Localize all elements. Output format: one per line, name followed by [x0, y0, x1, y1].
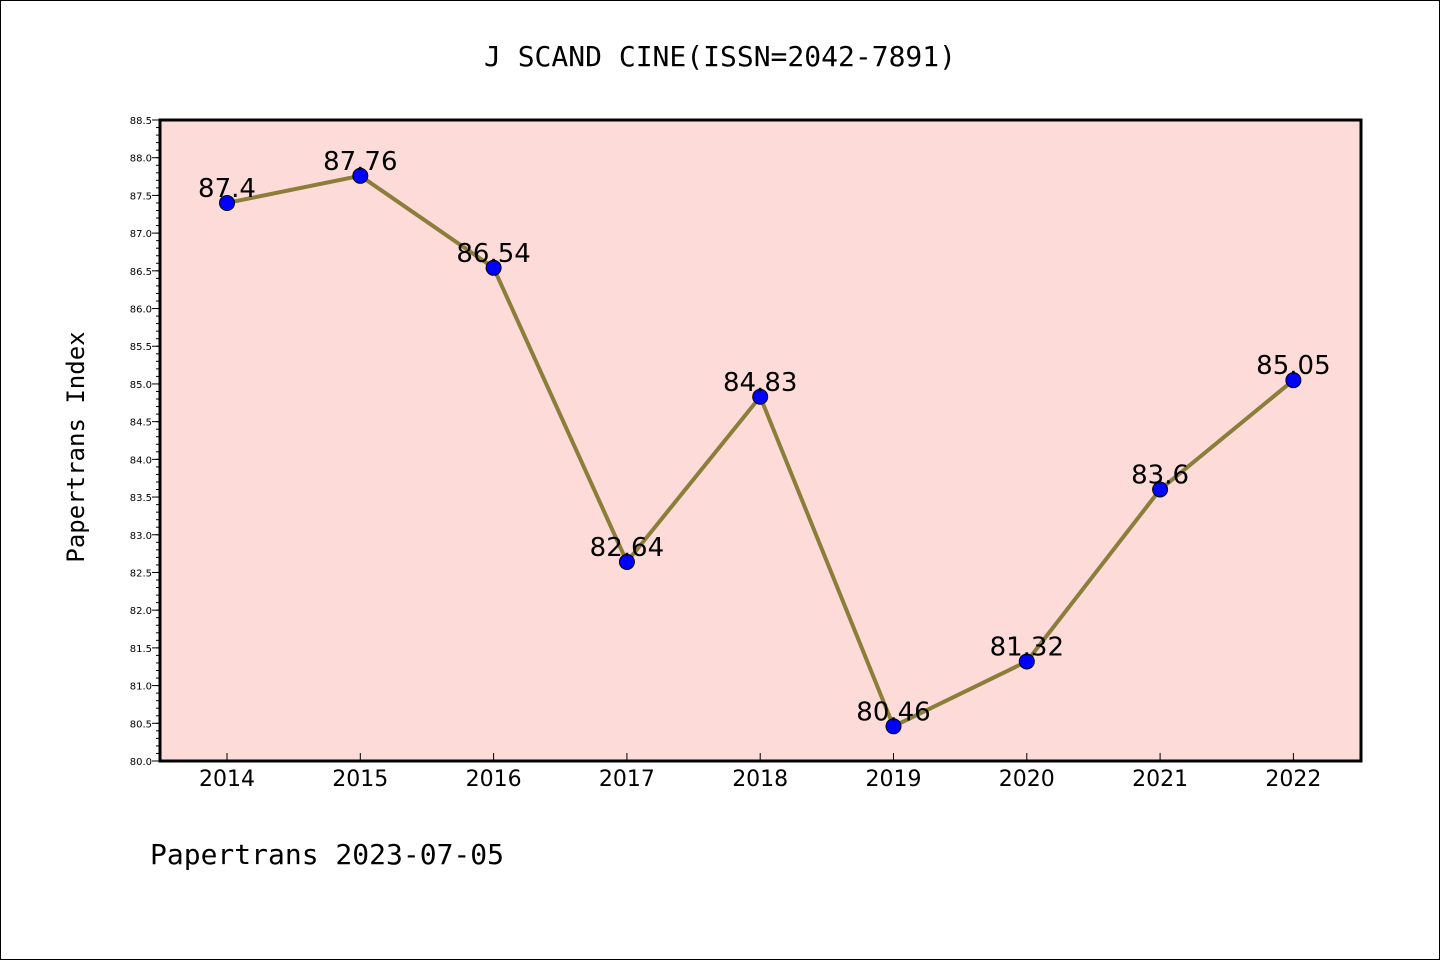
x-tick-label: 2022 [1265, 767, 1321, 792]
y-tick-label: 84.5 [130, 418, 152, 429]
data-point [1152, 481, 1169, 498]
y-tick-label: 88.5 [130, 116, 152, 127]
y-axis-label: Papertrans Index [62, 331, 90, 562]
y-tick-label: 82.0 [130, 606, 152, 617]
data-point [618, 553, 635, 570]
y-tick-label: 80.5 [130, 719, 152, 730]
plot-border [158, 118, 1363, 763]
data-label: 87.76 [323, 147, 397, 177]
x-tick-label: 2016 [466, 767, 522, 792]
data-label: 81.32 [990, 632, 1064, 662]
data-label: 86.54 [456, 239, 530, 269]
y-tick-label: 81.5 [130, 644, 152, 655]
y-tick-label: 85.0 [130, 380, 152, 391]
data-label: 84.83 [723, 368, 797, 398]
y-tick-label: 82.5 [130, 568, 152, 579]
data-point [1285, 372, 1302, 389]
data-point [1018, 653, 1035, 670]
data-point [352, 167, 369, 184]
x-tick-label: 2017 [599, 767, 655, 792]
x-tick-label: 2018 [732, 767, 788, 792]
x-tick-label: 2021 [1132, 767, 1188, 792]
y-tick-label: 87.0 [130, 229, 152, 240]
data-point [885, 718, 902, 735]
x-tick-label: 2019 [866, 767, 922, 792]
data-point [752, 388, 769, 405]
x-tick-label: 2020 [999, 767, 1055, 792]
y-tick-label: 86.5 [130, 267, 152, 278]
chart-title: J SCAND CINE(ISSN=2042-7891) [484, 40, 956, 73]
x-tick-label: 2015 [332, 767, 388, 792]
y-ticks: 80.0 80.5 81.0 81.5 82.0 82.5 83.0 83.5 84.0 84.5… [130, 116, 160, 768]
data-labels: 87.4 87.76 86.54 82.64 84.83 80.46 81.32 83.6 85… [198, 147, 1331, 728]
y-tick-label: 83.5 [130, 493, 152, 504]
y-tick-label: 86.0 [130, 305, 152, 316]
y-tick-label: 84.0 [130, 455, 152, 466]
data-markers [219, 167, 1302, 735]
footer-text: Papertrans 2023-07-05 [150, 838, 504, 871]
y-tick-label: 81.0 [130, 682, 152, 693]
y-tick-label: 85.5 [130, 342, 152, 353]
x-ticks: 2014 2015 2016 2017 2018 2019 2020 2021 2022 [199, 753, 1321, 792]
data-label: 82.64 [590, 533, 664, 563]
data-label: 83.6 [1131, 461, 1189, 491]
data-label: 85.05 [1256, 351, 1330, 381]
y-tick-label: 80.0 [130, 757, 152, 768]
data-point [485, 259, 502, 276]
y-tick-label: 88.0 [130, 154, 152, 165]
data-label: 87.4 [198, 174, 256, 204]
plot-area [160, 120, 1361, 761]
y-tick-label: 87.5 [130, 191, 152, 202]
data-label: 80.46 [856, 697, 930, 727]
data-point [219, 194, 235, 211]
y-tick-label: 83.0 [130, 531, 152, 542]
x-tick-label: 2014 [199, 767, 255, 792]
